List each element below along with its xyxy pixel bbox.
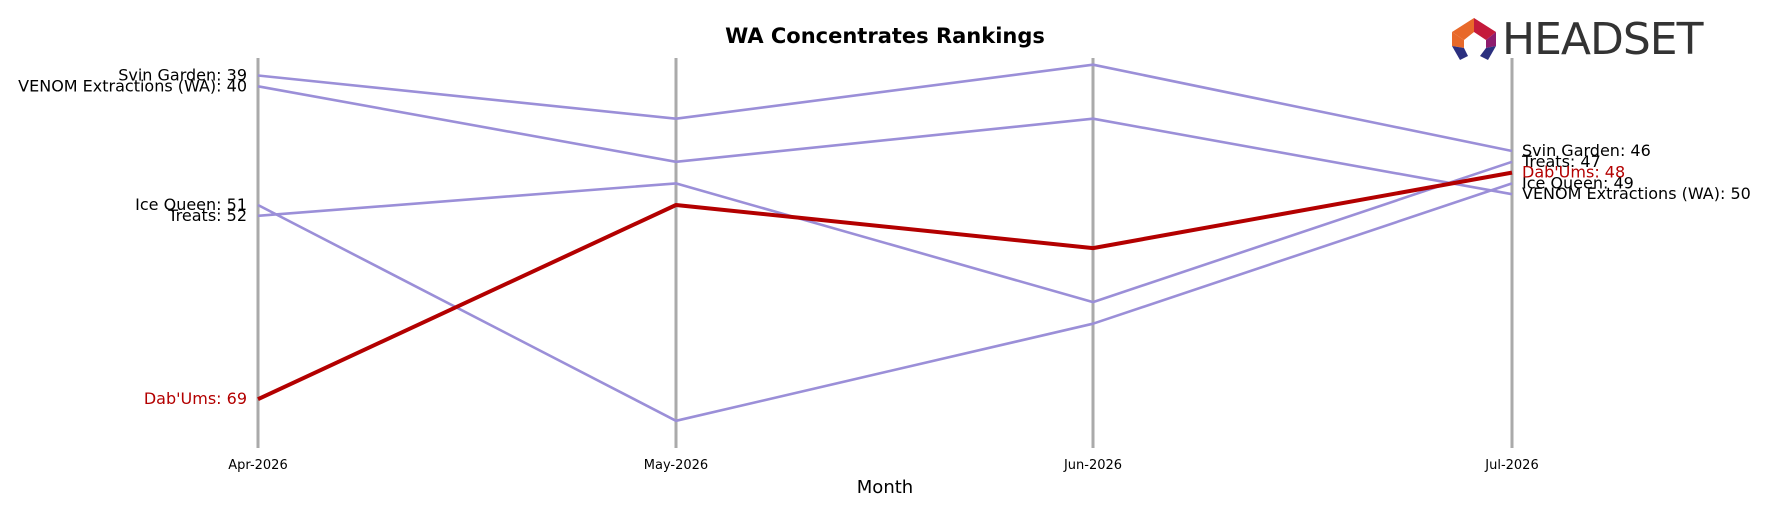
series-line-dab-ums [257,170,1513,402]
x-tick-apr-2026: Apr-2026 [228,458,287,473]
vertical-gridlines [256,58,1514,448]
series-line-svin-garden [257,63,1513,153]
headset-logo: HEADSET [1452,14,1705,65]
end-label-ice-queen: Ice Queen: 49 [1522,173,1634,192]
series-line-ice-queen [257,182,1513,423]
end-label-venom-extractions-wa: VENOM Extractions (WA): 50 [1522,184,1751,203]
start-label-svin-garden: Svin Garden: 39 [118,66,247,85]
series-labels: Svin Garden: 39 Svin Garden: 46 VENOM Extr… [18,66,1751,409]
x-tick-may-2026: May-2026 [644,458,708,473]
series-line-venom-extractions-wa [257,85,1513,196]
end-label-svin-garden: Svin Garden: 46 [1522,141,1651,160]
x-tick-jun-2026: Jun-2026 [1063,458,1122,473]
start-label-treats: Treats: 52 [167,206,247,225]
end-label-treats: Treats: 47 [1521,152,1601,171]
x-tick-jul-2026: Jul-2026 [1484,458,1538,473]
headset-logo-text: HEADSET [1502,14,1704,65]
series-line-treats [257,160,1513,304]
start-label-dab-ums: Dab'Ums: 69 [144,389,247,408]
start-label-venom-extractions-wa: VENOM Extractions (WA): 40 [18,76,247,95]
chart-title: WA Concentrates Rankings [725,24,1045,48]
x-axis-label: Month [857,477,913,498]
start-label-ice-queen: Ice Queen: 51 [135,195,247,214]
headset-logo-mark [1452,18,1496,60]
x-axis-ticks: Apr-2026 May-2026 Jun-2026 Jul-2026 [228,458,1538,473]
series-lines [257,63,1513,423]
end-label-dab-ums: Dab'Ums: 48 [1522,163,1625,182]
